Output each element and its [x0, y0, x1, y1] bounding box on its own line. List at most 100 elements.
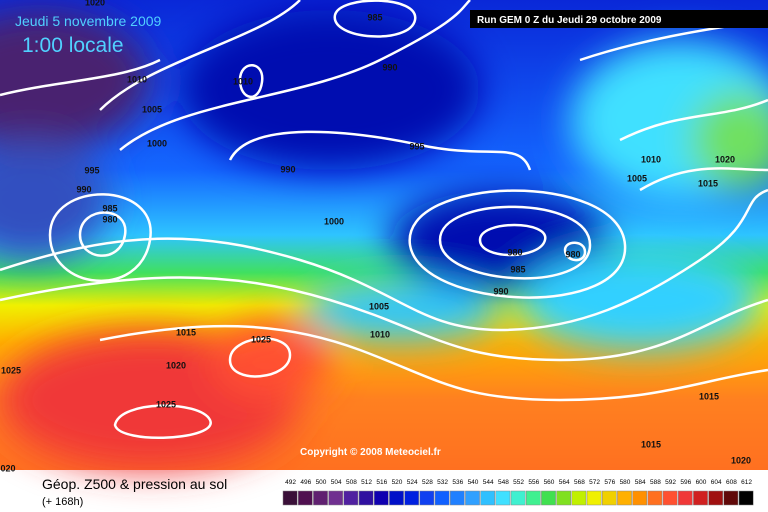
legend-tick-label: 500	[316, 479, 327, 486]
legend-swatch	[662, 490, 678, 506]
legend-swatch	[343, 490, 359, 506]
isobar-label: 1020	[715, 154, 735, 164]
isobar-label: 1005	[142, 104, 162, 114]
legend-tick-label: 600	[696, 479, 707, 486]
isobar-label: 990	[280, 164, 295, 174]
isobar-label: 1015	[698, 178, 718, 188]
legend-swatch	[617, 490, 632, 506]
legend-tick-label: 520	[392, 479, 403, 486]
legend-tick-label: 508	[346, 479, 357, 486]
legend-lead: (+ 168h)	[42, 496, 83, 508]
legend-swatch	[556, 490, 572, 506]
isobar-label: 1020	[166, 360, 186, 370]
legend-swatch	[571, 490, 587, 506]
isobar-label: 1025	[1, 365, 21, 375]
legend-swatch	[328, 490, 344, 506]
legend-swatch	[389, 490, 404, 506]
legend-scale: 492 496 500 504 508 512 516 520 524 528 532 536 540 5…	[282, 479, 754, 506]
legend-tick-label: 608	[726, 479, 737, 486]
isobars	[0, 0, 768, 438]
legend-swatch	[647, 490, 663, 506]
legend-title: Géop. Z500 & pression au sol	[42, 476, 227, 492]
copyright: Copyright © 2008 Meteociel.fr	[300, 447, 441, 458]
field	[0, 0, 768, 470]
legend-tick-label: 532	[437, 479, 448, 486]
isobar-label: 1025	[251, 334, 271, 344]
legend-swatch	[601, 490, 617, 506]
isobar-label: 990	[493, 286, 508, 296]
run-info: Run GEM 0 Z du Jeudi 29 octobre 2009	[477, 15, 662, 26]
legend-tick-label: 588	[650, 479, 661, 486]
legend-swatch	[738, 490, 754, 506]
legend-tick-label: 592	[665, 479, 676, 486]
legend-swatch	[525, 490, 541, 506]
isobar-label: 1000	[324, 216, 344, 226]
legend-swatch	[297, 490, 313, 506]
legend-tick-label: 580	[620, 479, 631, 486]
isobar-labels: 1020 985 990 1010 1010 1005 1000 995 990 995 990 98…	[0, 0, 751, 473]
legend-swatch	[677, 490, 693, 506]
legend-tick-label: 540	[468, 479, 479, 486]
isobar-label: 1015	[641, 439, 661, 449]
forecast-time: 1:00 locale	[22, 34, 124, 57]
legend-swatch	[404, 490, 420, 506]
isobar-label: 980	[565, 249, 580, 259]
legend-tick-label: 596	[680, 479, 691, 486]
legend-tick-label: 492	[285, 479, 296, 486]
forecast-date: Jeudi 5 novembre 2009	[15, 13, 162, 29]
isobar-label: 980	[507, 247, 522, 257]
run-box	[470, 10, 768, 28]
legend-tick-label: 576	[604, 479, 615, 486]
isobar-label: 1015	[176, 327, 196, 337]
legend-tick-label: 528	[422, 479, 433, 486]
isobar-label: 990	[382, 62, 397, 72]
legend-tick-label: 524	[407, 479, 418, 486]
isobar-label: 1000	[147, 138, 167, 148]
legend-tick-label: 536	[452, 479, 463, 486]
isobar-label: 1025	[156, 399, 176, 409]
legend-swatch	[434, 490, 450, 506]
legend-swatch	[313, 490, 328, 506]
legend-tick-label: 584	[635, 479, 646, 486]
isobar-label: 1020	[731, 455, 751, 465]
legend-swatch	[510, 490, 526, 506]
legend-swatch	[419, 490, 435, 506]
legend-tick-label: 568	[574, 479, 585, 486]
isobar-label: 020	[0, 463, 15, 473]
legend-swatch	[693, 490, 708, 506]
isobar-label: 980	[102, 214, 117, 224]
legend-tick-label: 512	[361, 479, 372, 486]
legend-tick-label: 560	[544, 479, 555, 486]
isobar-label: 1010	[127, 74, 147, 84]
legend-tick-label: 564	[559, 479, 570, 486]
legend-swatch	[480, 490, 496, 506]
legend-tick-label: 556	[528, 479, 539, 486]
legend-tick-label: 604	[711, 479, 722, 486]
isobar-label: 1005	[369, 301, 389, 311]
legend-swatch	[586, 490, 602, 506]
legend-tick-label: 544	[483, 479, 494, 486]
isobar-label: 995	[409, 141, 424, 151]
isobar-label: 1010	[233, 76, 253, 86]
isobar-label: 985	[510, 264, 525, 274]
legend-swatch	[723, 490, 739, 506]
isobar-label: 1020	[85, 0, 105, 7]
legend-swatch	[449, 490, 465, 506]
legend-tick-label: 552	[513, 479, 524, 486]
legend-swatch	[465, 490, 480, 506]
legend-tick-label: 612	[741, 479, 752, 486]
legend-swatch	[282, 490, 298, 506]
isobar-label: 985	[102, 203, 117, 213]
legend-tick-label: 504	[331, 479, 342, 486]
legend-tick-label: 496	[300, 479, 311, 486]
isobar-label: 990	[76, 184, 91, 194]
legend-swatch	[358, 490, 374, 506]
legend-swatch	[632, 490, 648, 506]
isobar-label: 1005	[627, 173, 647, 183]
legend-tick-label: 572	[589, 479, 600, 486]
isobar-label: 1010	[641, 154, 661, 164]
legend-swatch	[541, 490, 556, 506]
isobar-label: 1010	[370, 329, 390, 339]
legend-swatch	[373, 490, 389, 506]
